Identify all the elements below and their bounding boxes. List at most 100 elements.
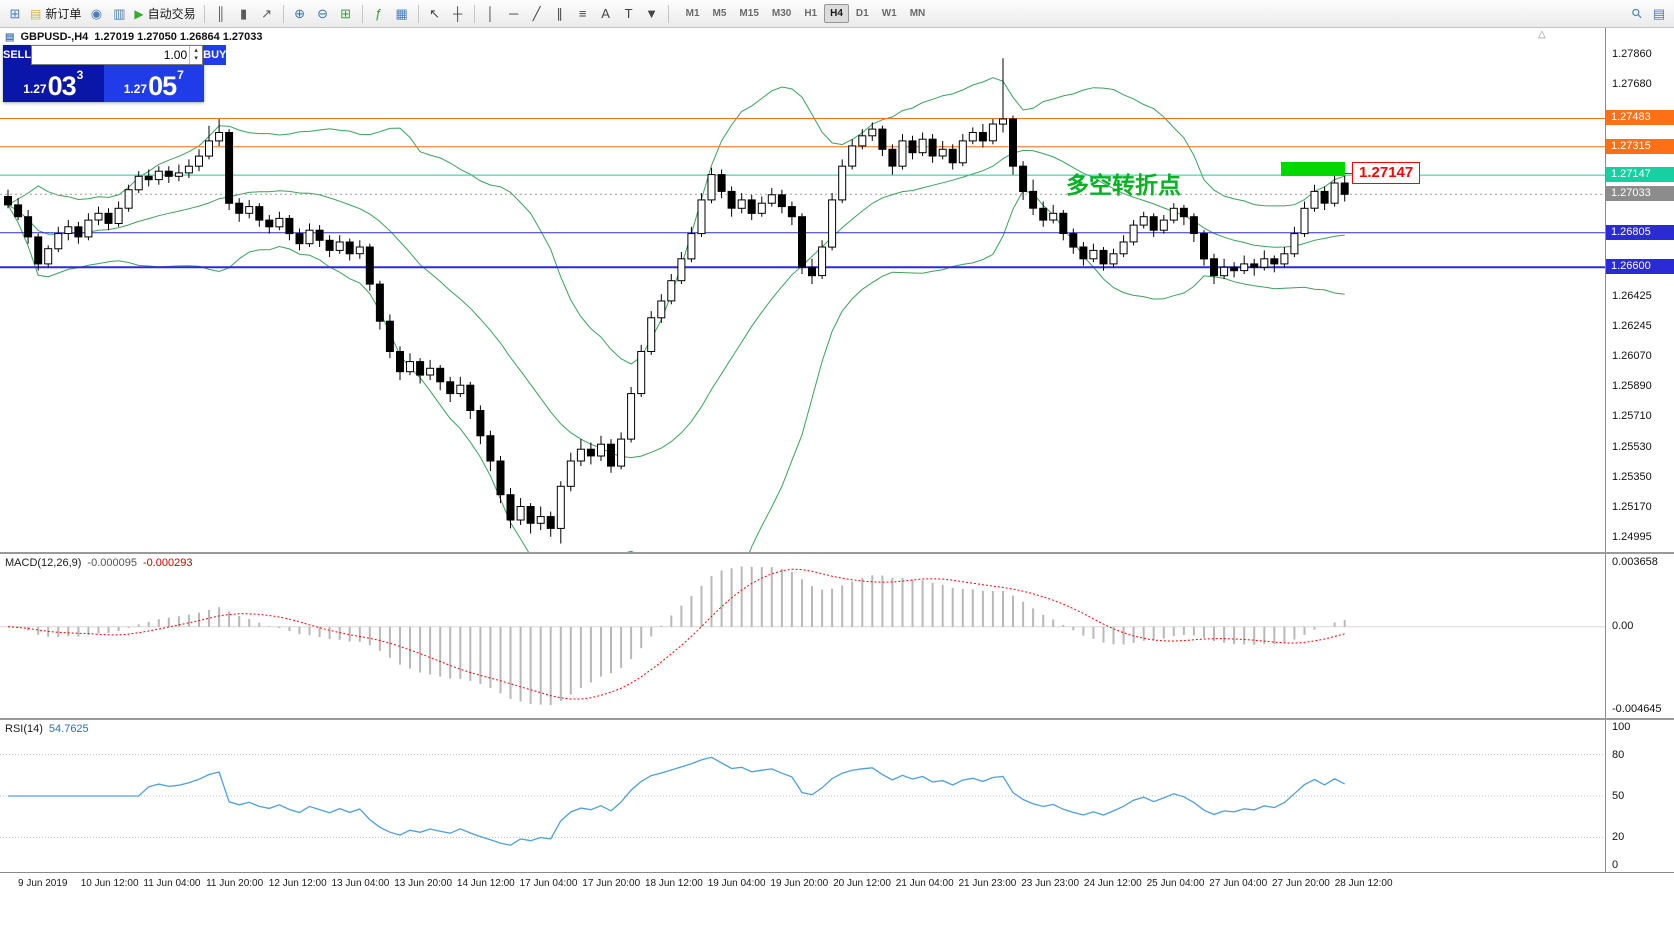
candle-body — [958, 140, 967, 164]
arrows-tool-icon[interactable]: ▼ — [641, 3, 663, 25]
channel-icon[interactable]: ∥ — [549, 3, 571, 25]
time-label: 10 Jun 12:00 — [80, 878, 139, 889]
candle-body — [627, 393, 636, 440]
new-chart-icon: ⊞ — [9, 6, 21, 21]
autotrading-button[interactable]: ▶ 自动交易 — [131, 3, 198, 25]
candle-body — [466, 384, 475, 412]
candle-body — [1069, 233, 1078, 248]
sell-button[interactable]: SELL — [3, 45, 32, 65]
zoom-in-icon[interactable]: ⊕ — [289, 3, 311, 25]
candle-body — [1169, 207, 1178, 221]
panel-separator[interactable] — [0, 718, 1674, 720]
candle-body — [818, 246, 827, 277]
chart-list-icon: ▤ — [1652, 6, 1666, 21]
profile-icon[interactable]: ◉ — [85, 3, 107, 25]
timeframe-m1[interactable]: M1 — [685, 8, 700, 19]
crosshair-icon[interactable]: ┼ — [447, 3, 469, 25]
buy-price-prefix: 1.27 — [123, 82, 148, 96]
candle-body — [677, 258, 686, 282]
chart-list-icon[interactable]: ▤ — [1648, 3, 1670, 25]
chart-annotation-text[interactable]: 多空转折点 — [1066, 172, 1181, 198]
time-label: 21 Jun 04:00 — [895, 878, 954, 889]
new-order-button[interactable]: ▤ 新订单 — [27, 3, 84, 25]
time-label: 13 Jun 20:00 — [394, 878, 453, 889]
time-label: 17 Jun 04:00 — [519, 878, 578, 889]
macd-scale[interactable]: 0.003658 0.00 -0.004645 — [1605, 554, 1674, 718]
macd-chart[interactable] — [0, 554, 1605, 718]
candle-body — [225, 132, 234, 204]
new-chart-icon[interactable]: ⊞ — [4, 3, 26, 25]
volume-field[interactable]: ▴ ▾ — [31, 45, 204, 65]
candle-body — [868, 128, 877, 137]
templates-icon[interactable]: ▦ — [391, 3, 413, 25]
candle-body — [184, 165, 193, 174]
candlestick-chart[interactable] — [0, 28, 1605, 552]
bollinger-upper-band[interactable] — [7, 77, 1345, 365]
spinner-up-icon[interactable]: ▴ — [194, 47, 198, 55]
rsi-scale[interactable]: 100 80 50 20 0 — [1605, 720, 1674, 872]
timeframe-m15[interactable]: M15 — [739, 8, 759, 19]
profile-icon: ◉ — [90, 6, 103, 21]
buy-button[interactable]: BUY — [203, 45, 227, 65]
rsi-plot[interactable]: RSI(14) 54.7625 — [0, 720, 1605, 872]
text-icon[interactable]: A — [595, 3, 617, 25]
candle-body — [1059, 212, 1068, 235]
candle-body — [295, 233, 304, 245]
timeframe-w1[interactable]: W1 — [881, 8, 897, 19]
timeframe-m30[interactable]: M30 — [771, 8, 792, 19]
sell-price-display[interactable]: 1.27 03 3 — [3, 65, 104, 102]
zoom-in-icon: ⊕ — [294, 6, 306, 21]
volume-input[interactable] — [32, 46, 190, 64]
cursor-icon[interactable]: ↖ — [424, 3, 446, 25]
zoom-out-icon[interactable]: ⊖ — [312, 3, 334, 25]
timeframe-h4[interactable]: H4 — [824, 4, 849, 23]
time-axis[interactable]: 9 Jun 2019 10 Jun 12:00 11 Jun 04:00 11 Jun… — [0, 872, 1674, 894]
time-label: 12 Jun 12:00 — [268, 878, 327, 889]
market-watch-icon[interactable]: ▥ — [108, 3, 130, 25]
indicators-icon[interactable]: ƒ — [368, 3, 390, 25]
price-scale[interactable]: 1.27860 1.27680 1.26425 1.26245 1.26070 1.258… — [1605, 28, 1674, 552]
bar-chart-icon[interactable]: ║ — [210, 3, 232, 25]
line-chart-icon[interactable]: ↗ — [256, 3, 278, 25]
horizontal-line-icon[interactable]: ─ — [503, 3, 525, 25]
candle-body — [1009, 118, 1017, 167]
current-price-label: 1.27033 — [1606, 186, 1674, 202]
candle-body — [174, 172, 183, 177]
timeframe-m5[interactable]: M5 — [712, 8, 727, 19]
candle-body — [255, 206, 264, 221]
time-label: 24 Jun 12:00 — [1083, 878, 1142, 889]
candle-body — [1039, 207, 1048, 221]
volume-spinner[interactable]: ▴ ▾ — [189, 46, 202, 64]
buy-price-display[interactable]: 1.27 05 7 — [103, 65, 204, 102]
timeframe-d1[interactable]: D1 — [855, 8, 869, 19]
main-chart[interactable]: ▤ GBPUSD-,H4 1.27019 1.27050 1.26864 1.2… — [0, 28, 1605, 552]
price-callout-label[interactable]: 1.27147 — [1344, 162, 1421, 185]
search-icon[interactable]: ⚲ — [1626, 3, 1648, 25]
bollinger-lower-band[interactable] — [7, 190, 1345, 552]
panel-separator[interactable] — [0, 552, 1674, 554]
candle-body — [476, 410, 485, 437]
candle-body — [556, 485, 565, 529]
rsi-scale-tick: 50 — [1612, 790, 1625, 802]
rsi-chart[interactable] — [0, 720, 1605, 872]
candle-body — [14, 204, 23, 218]
fibonacci-icon[interactable]: ≡ — [572, 3, 594, 25]
candlestick-chart-icon[interactable]: ▮ — [233, 3, 255, 25]
time-label: 13 Jun 04:00 — [331, 878, 390, 889]
candle-body — [1159, 219, 1168, 231]
label-icon[interactable]: T — [618, 3, 640, 25]
green-highlight-rectangle[interactable] — [1281, 162, 1345, 177]
toolbar-separator — [417, 4, 419, 23]
macd-plot[interactable]: MACD(12,26,9) -0.000095 -0.000293 — [0, 554, 1605, 718]
spinner-down-icon[interactable]: ▾ — [194, 55, 198, 62]
vertical-line-icon[interactable]: │ — [480, 3, 502, 25]
rsi-name: RSI(14) — [5, 723, 43, 735]
trendline-icon[interactable]: ╱ — [526, 3, 548, 25]
bar-chart-icon: ║ — [216, 6, 226, 21]
price-tick: 1.25350 — [1612, 470, 1652, 483]
tile-windows-icon[interactable]: ⊞ — [335, 3, 357, 25]
toolbar-separator — [361, 4, 363, 23]
timeframe-mn[interactable]: MN — [909, 8, 926, 19]
timeframe-h1[interactable]: H1 — [804, 8, 818, 19]
macd-scale-tick: 0.00 — [1612, 619, 1634, 632]
